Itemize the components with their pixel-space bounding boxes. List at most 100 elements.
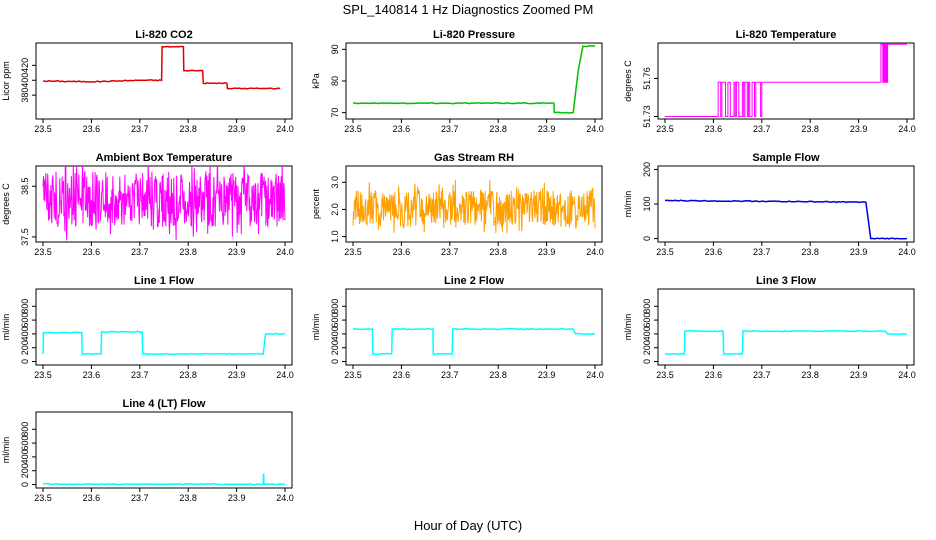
series-line	[42, 45, 281, 90]
x-tick-label: 23.6	[705, 124, 723, 134]
panel-title: Line 1 Flow	[134, 275, 194, 287]
series-group	[665, 43, 907, 117]
x-tick-label: 23.8	[801, 370, 819, 380]
panel-6: Sample Flow ml/min 23.5 23.6 23.7 23.8 23.9 24.…	[623, 152, 916, 257]
panel-4: Ambient Box Temperature degrees C 23.5 23.6…	[1, 152, 294, 257]
series-line	[42, 473, 285, 486]
y-tick-label: 80	[330, 76, 340, 86]
series-line	[352, 327, 596, 356]
y-tick-label: 600	[20, 313, 30, 328]
x-tick-label: 23.5	[34, 493, 52, 503]
x-tick-label: 23.6	[393, 124, 411, 134]
series-group	[42, 473, 285, 486]
plot-frame	[345, 288, 603, 366]
y-tick-label: 70	[330, 108, 340, 118]
x-tick-label: 23.7	[131, 124, 149, 134]
x-tick-label: 23.5	[656, 247, 674, 257]
series-group	[352, 179, 596, 234]
y-tick-label: 2.0	[330, 203, 340, 216]
y-axis-label: ml/min	[623, 191, 633, 218]
series-line	[42, 166, 286, 241]
panel-title: Line 3 Flow	[756, 275, 816, 287]
panel-title: Li-820 Pressure	[433, 29, 515, 41]
x-tick-label: 23.9	[850, 124, 868, 134]
x-tick-label: 24.0	[586, 247, 604, 257]
x-tick-label: 24.0	[898, 247, 916, 257]
y-tick-label: 600	[330, 313, 340, 328]
x-tick-label: 23.9	[228, 124, 246, 134]
plot-frame	[345, 165, 603, 243]
x-tick-label: 23.7	[131, 247, 149, 257]
panel-title: Gas Stream RH	[434, 152, 514, 164]
y-tick-label: 800	[20, 299, 30, 314]
y-tick-label: 0	[642, 359, 652, 364]
x-tick-label: 23.8	[179, 247, 197, 257]
x-tick-label: 23.8	[179, 493, 197, 503]
y-tick-label: 200	[330, 340, 340, 355]
x-tick-label: 23.7	[441, 247, 459, 257]
plot-frame	[35, 42, 293, 120]
x-tick-label: 23.6	[83, 247, 101, 257]
plot-frame	[35, 411, 293, 489]
panel-title: Line 2 Flow	[444, 275, 504, 287]
panel-5: Gas Stream RH percent 23.5 23.6 23.7 23.8 23.9…	[311, 152, 604, 257]
x-tick-label: 23.6	[705, 247, 723, 257]
x-tick-label: 23.9	[228, 493, 246, 503]
x-tick-label: 23.9	[850, 370, 868, 380]
panel-2: Li-820 Pressure kPa 23.5 23.6 23.7 23.8 23.9 24…	[311, 29, 604, 134]
y-axis-label: kPa	[311, 73, 321, 89]
series-line	[664, 199, 908, 240]
y-tick-label: 400	[20, 326, 30, 341]
panel-title: Ambient Box Temperature	[96, 152, 233, 164]
series-group	[42, 45, 281, 90]
x-tick-label: 23.9	[538, 124, 556, 134]
y-tick-label: 800	[20, 422, 30, 437]
x-tick-label: 24.0	[276, 247, 294, 257]
x-tick-label: 23.5	[34, 247, 52, 257]
x-tick-label: 24.0	[276, 493, 294, 503]
x-tick-label: 23.7	[131, 370, 149, 380]
y-tick-label: 51.73	[642, 105, 652, 128]
x-tick-label: 24.0	[276, 370, 294, 380]
x-tick-label: 23.7	[753, 370, 771, 380]
x-tick-label: 23.8	[179, 124, 197, 134]
panel-title: Line 4 (LT) Flow	[123, 398, 206, 410]
y-tick-label: 400	[20, 73, 30, 88]
x-tick-label: 24.0	[898, 124, 916, 134]
x-tick-label: 23.6	[83, 124, 101, 134]
x-tick-label: 23.9	[850, 247, 868, 257]
panel-title: Li-820 Temperature	[736, 29, 837, 41]
x-tick-label: 24.0	[586, 124, 604, 134]
x-tick-label: 23.8	[179, 370, 197, 380]
x-tick-label: 23.8	[489, 370, 507, 380]
y-tick-label: 200	[642, 162, 652, 177]
y-tick-label: 0	[642, 236, 652, 241]
y-tick-label: 200	[20, 463, 30, 478]
x-tick-label: 23.7	[441, 370, 459, 380]
x-tick-label: 24.0	[586, 370, 604, 380]
series-group	[42, 330, 286, 356]
x-tick-label: 23.5	[34, 124, 52, 134]
y-tick-label: 0	[330, 359, 340, 364]
y-axis-label: degrees C	[1, 183, 11, 225]
panel-8: Line 2 Flow ml/min 23.5 23.6 23.7 23.8 23.9 24.…	[311, 275, 604, 380]
x-tick-label: 23.8	[489, 247, 507, 257]
y-axis-label: degrees C	[623, 60, 633, 102]
x-tick-label: 23.8	[801, 124, 819, 134]
x-tick-label: 23.6	[83, 370, 101, 380]
x-tick-label: 23.7	[753, 124, 771, 134]
x-tick-label: 23.5	[344, 247, 362, 257]
figure-xlabel: Hour of Day (UTC)	[414, 518, 522, 533]
series-line	[352, 179, 596, 234]
y-axis-label: Licor ppm	[1, 61, 11, 101]
y-tick-label: 1.0	[330, 230, 340, 243]
y-tick-label: 51.76	[642, 67, 652, 90]
series-line	[352, 45, 596, 114]
x-tick-label: 23.8	[801, 247, 819, 257]
x-tick-label: 23.9	[228, 247, 246, 257]
y-tick-label: 0	[20, 482, 30, 487]
panel-10: Line 4 (LT) Flow ml/min 23.5 23.6 23.7 23.8 23…	[1, 398, 294, 503]
x-tick-label: 23.9	[228, 370, 246, 380]
panel-title: Li-820 CO2	[135, 29, 192, 41]
panel-3: Li-820 Temperature degrees C 23.5 23.6 23.7 2…	[623, 29, 916, 134]
